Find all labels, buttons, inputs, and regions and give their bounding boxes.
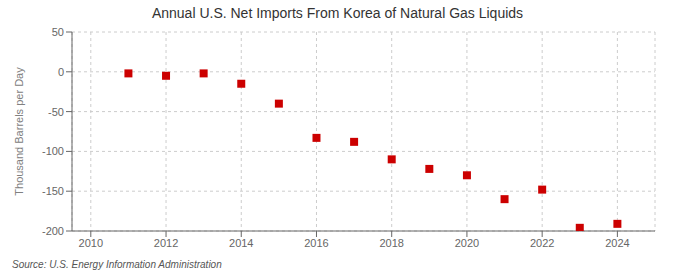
svg-text:2012: 2012 <box>154 237 178 249</box>
svg-text:2018: 2018 <box>379 237 403 249</box>
svg-text:Thousand Barrels per Day: Thousand Barrels per Day <box>13 67 25 196</box>
svg-text:0: 0 <box>58 66 64 78</box>
svg-text:-50: -50 <box>48 106 64 118</box>
svg-text:2022: 2022 <box>530 237 554 249</box>
svg-text:-100: -100 <box>42 145 64 157</box>
svg-text:2024: 2024 <box>605 237 629 249</box>
svg-text:2010: 2010 <box>79 237 103 249</box>
svg-text:-150: -150 <box>42 185 64 197</box>
svg-text:2020: 2020 <box>455 237 479 249</box>
svg-text:50: 50 <box>52 26 64 38</box>
svg-text:-200: -200 <box>42 225 64 237</box>
html-text:Source: U.S. Energy Informatio: Source: U.S. Energy Information Administ… <box>12 259 222 270</box>
html-text:Annual U.S. Net Imports From K: Annual U.S. Net Imports From Korea of Na… <box>151 5 524 21</box>
svg-text:2016: 2016 <box>304 237 328 249</box>
svg-text:2014: 2014 <box>229 237 253 249</box>
